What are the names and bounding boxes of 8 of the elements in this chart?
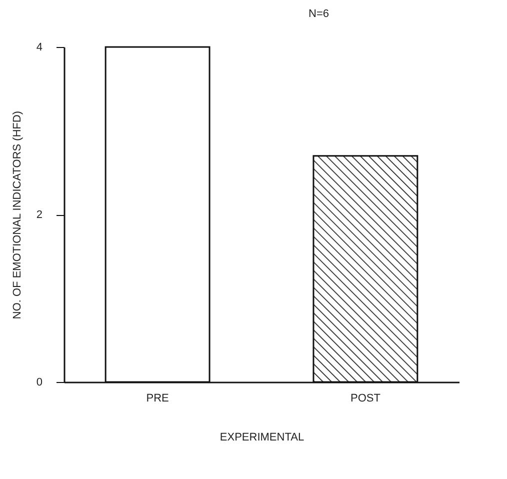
y-tick-label: 2: [36, 209, 42, 221]
chart-title: N=6: [308, 8, 329, 20]
x-tick-label: PRE: [146, 392, 169, 404]
y-axis-title: NO. OF EMOTIONAL INDICATORS (HFD): [11, 110, 24, 320]
x-axis-title: EXPERIMENTAL: [220, 432, 304, 444]
x-tick-label: POST: [350, 392, 381, 404]
y-tick-label: 0: [36, 376, 42, 388]
y-tick-label: 4: [36, 42, 42, 54]
